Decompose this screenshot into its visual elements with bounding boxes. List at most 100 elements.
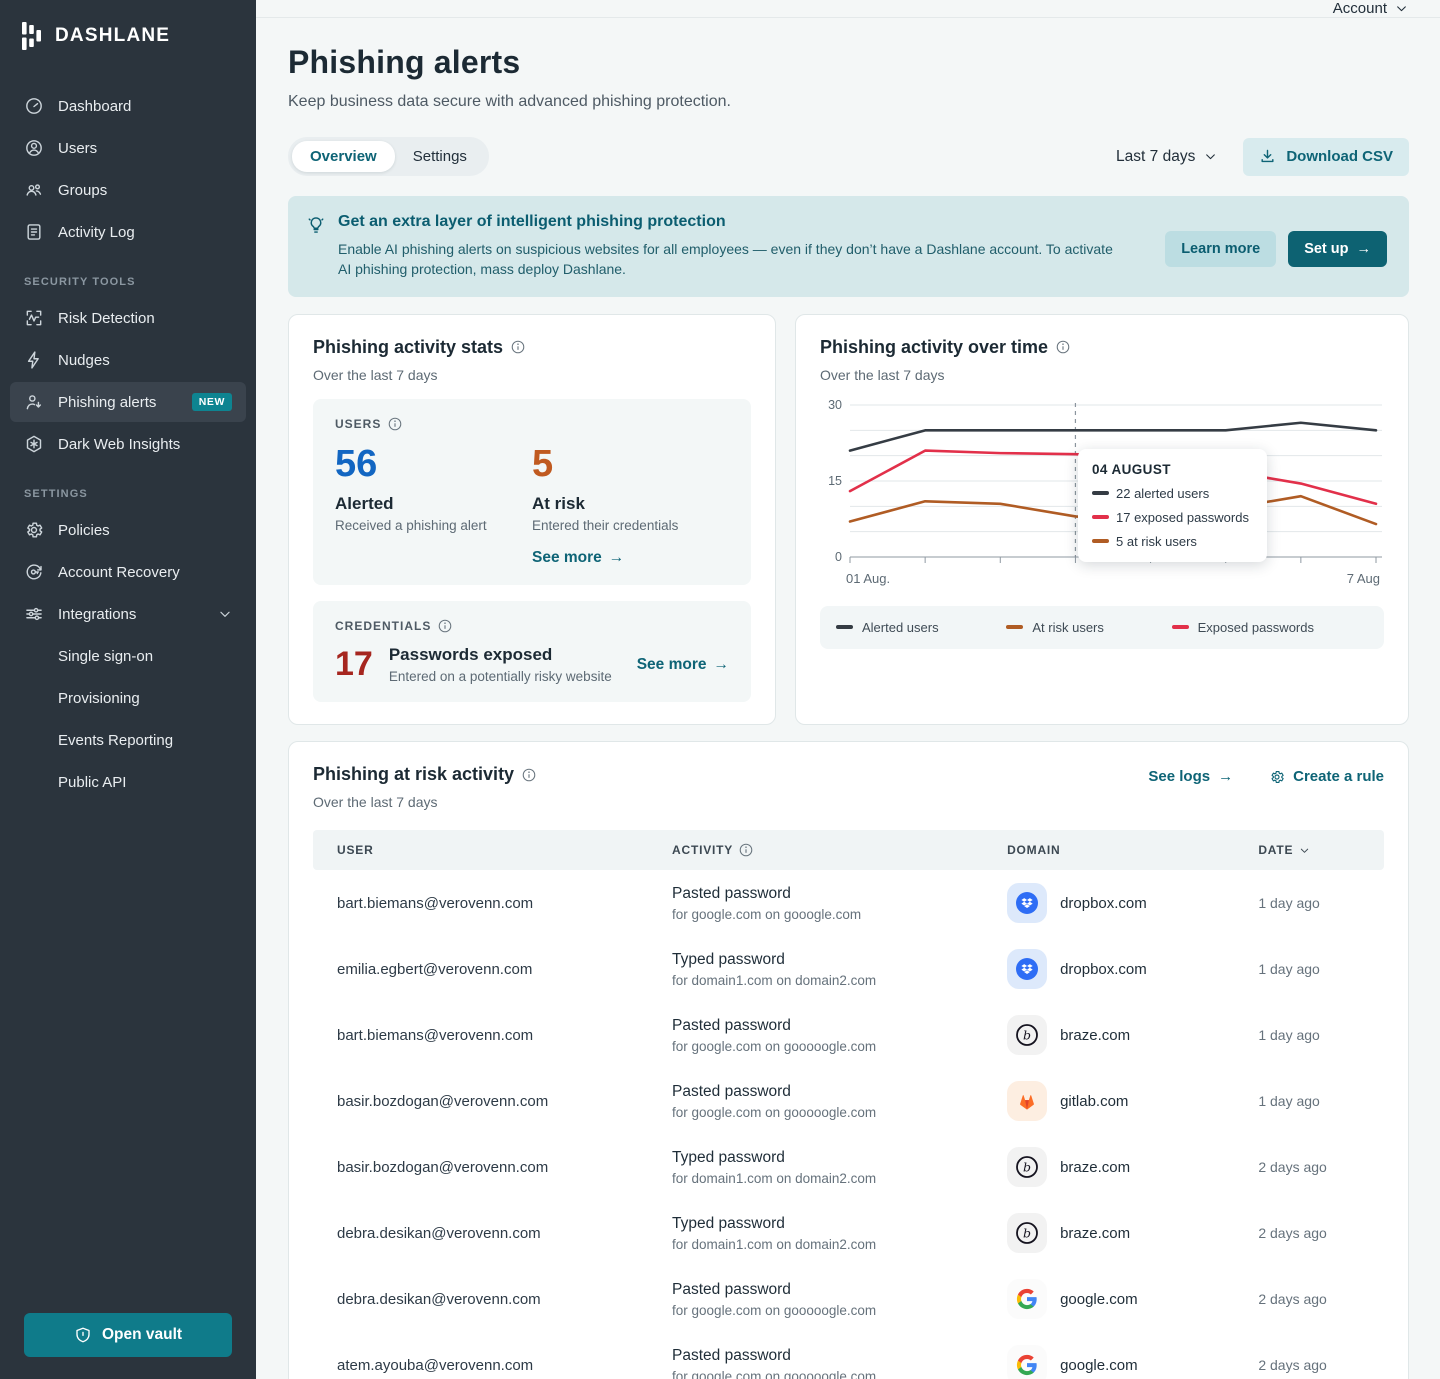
chart-legend: Alerted usersAt risk usersExposed passwo… — [820, 606, 1384, 649]
column-header-domain[interactable]: DOMAIN — [1007, 843, 1258, 857]
domain-name: braze.com — [1060, 1027, 1130, 1044]
table-row[interactable]: debra.desikan@verovenn.comPasted passwor… — [313, 1266, 1384, 1332]
see-more-at-risk-link[interactable]: See more → — [532, 549, 624, 567]
open-vault-label: Open vault — [102, 1326, 182, 1344]
tooltip-entry-text: 22 alerted users — [1116, 486, 1209, 501]
user-email: basir.bozdogan@verovenn.com — [337, 1159, 672, 1176]
tab-overview[interactable]: Overview — [292, 141, 395, 172]
users-stat-box: USERS 56 Alerted Received a phishing ale… — [313, 399, 751, 586]
table-card-period: Over the last 7 days — [313, 794, 536, 810]
activity-detail: for google.com on gooogle.com — [672, 907, 1007, 922]
domain-cell: bbraze.com — [1007, 1213, 1258, 1253]
tab-settings[interactable]: Settings — [395, 141, 485, 172]
create-a-rule-link[interactable]: Create a rule — [1269, 768, 1384, 785]
table-row[interactable]: debra.desikan@verovenn.comTyped password… — [313, 1200, 1384, 1266]
google-icon — [1007, 1345, 1047, 1379]
date-cell: 2 days ago — [1258, 1225, 1384, 1241]
new-badge: NEW — [192, 393, 232, 411]
learn-more-button[interactable]: Learn more — [1165, 231, 1276, 267]
sidebar-item-integrations[interactable]: Integrations — [10, 594, 246, 634]
groups-icon — [24, 180, 44, 200]
sidebar-section-label: SECURITY TOOLS — [0, 254, 256, 296]
phishing-at-risk-activity-card: Phishing at risk activity Over the last … — [288, 741, 1409, 1379]
sidebar-item-label: Events Reporting — [58, 732, 173, 749]
page-subtitle: Keep business data secure with advanced … — [288, 93, 1409, 111]
column-header-activity[interactable]: ACTIVITY — [672, 843, 1007, 857]
activity-cell: Pasted passwordfor google.com on gooooog… — [672, 1017, 1007, 1054]
sidebar-item-account-recovery[interactable]: Account Recovery — [10, 552, 246, 592]
sidebar-item-label: Public API — [58, 774, 126, 791]
account-menu[interactable]: Account — [1333, 0, 1408, 17]
exposed-count: 17 — [335, 645, 373, 684]
stats-card-title: Phishing activity stats — [313, 337, 503, 358]
topbar: Account — [256, 0, 1440, 18]
chart-wrap: 0153001 Aug.7 Aug 04 AUGUST 22 alerted u… — [820, 397, 1384, 594]
set-up-button[interactable]: Set up → — [1288, 231, 1387, 267]
banner-actions: Learn more Set up → — [1165, 231, 1387, 267]
policies-icon — [24, 520, 44, 540]
phishing-activity-stats-card: Phishing activity stats Over the last 7 … — [288, 314, 776, 726]
activity-action: Typed password — [672, 951, 1007, 969]
download-icon — [1259, 148, 1276, 165]
domain-cell: google.com — [1007, 1345, 1258, 1379]
controls-row: Overview Settings Last 7 days Download C… — [288, 137, 1409, 176]
open-vault-button[interactable]: Open vault — [24, 1313, 232, 1357]
sidebar-item-dark-web-insights[interactable]: Dark Web Insights — [10, 424, 246, 464]
svg-text:15: 15 — [828, 474, 842, 488]
sidebar-item-groups[interactable]: Groups — [10, 170, 246, 210]
table-row[interactable]: atem.ayouba@verovenn.comPasted passwordf… — [313, 1332, 1384, 1379]
sidebar-item-dashboard[interactable]: Dashboard — [10, 86, 246, 126]
info-icon[interactable] — [511, 340, 525, 354]
main-area: Account Phishing alerts Keep business da… — [256, 0, 1440, 1379]
table-row[interactable]: bart.biemans@verovenn.comPasted password… — [313, 1002, 1384, 1068]
activity-cell: Pasted passwordfor google.com on gooooog… — [672, 1347, 1007, 1379]
date-cell: 2 days ago — [1258, 1291, 1384, 1307]
info-icon[interactable] — [522, 768, 536, 782]
info-icon[interactable] — [739, 843, 753, 857]
sidebar-item-provisioning[interactable]: Provisioning — [10, 678, 246, 718]
info-icon[interactable] — [438, 619, 452, 633]
braze-icon: b — [1007, 1015, 1047, 1055]
see-more-credentials-link[interactable]: See more → — [637, 656, 729, 674]
date-cell: 2 days ago — [1258, 1357, 1384, 1373]
column-header-user[interactable]: USER — [337, 843, 672, 857]
activity-cell: Pasted passwordfor google.com on gooooog… — [672, 1083, 1007, 1120]
tooltip-entry-text: 17 exposed passwords — [1116, 510, 1249, 525]
table-row[interactable]: emilia.egbert@verovenn.comTyped password… — [313, 936, 1384, 1002]
sidebar-item-policies[interactable]: Policies — [10, 510, 246, 550]
legend-label: At risk users — [1032, 620, 1104, 635]
info-icon[interactable] — [1056, 340, 1070, 354]
table-row[interactable]: basir.bozdogan@verovenn.comPasted passwo… — [313, 1068, 1384, 1134]
series-swatch-icon — [1172, 625, 1189, 630]
column-header-date[interactable]: DATE — [1258, 843, 1384, 857]
table-row[interactable]: bart.biemans@verovenn.comPasted password… — [313, 870, 1384, 936]
sidebar-item-activity-log[interactable]: Activity Log — [10, 212, 246, 252]
date-range-dropdown[interactable]: Last 7 days — [1116, 148, 1217, 166]
table-row[interactable]: basir.bozdogan@verovenn.comTyped passwor… — [313, 1134, 1384, 1200]
user-email: debra.desikan@verovenn.com — [337, 1225, 672, 1242]
user-email: debra.desikan@verovenn.com — [337, 1291, 672, 1308]
arrow-right-icon: → — [1218, 768, 1233, 785]
chevron-down-icon — [1299, 845, 1310, 856]
date-cell: 1 day ago — [1258, 961, 1384, 977]
sidebar-item-users[interactable]: Users — [10, 128, 246, 168]
tabs: Overview Settings — [288, 137, 489, 176]
credentials-stat-box: CREDENTIALS 17 Passwords exposed Entered… — [313, 601, 751, 702]
see-logs-link[interactable]: See logs → — [1148, 768, 1233, 785]
sidebar-item-public-api[interactable]: Public API — [10, 762, 246, 802]
info-icon[interactable] — [388, 417, 402, 431]
sidebar-section-label: SETTINGS — [0, 466, 256, 508]
sidebar-item-nudges[interactable]: Nudges — [10, 340, 246, 380]
stats-card-period: Over the last 7 days — [313, 367, 751, 383]
series-swatch-icon — [1092, 515, 1109, 520]
domain-name: dropbox.com — [1060, 895, 1147, 912]
activity-detail: for google.com on gooooogle.com — [672, 1039, 1007, 1054]
sidebar-item-events-reporting[interactable]: Events Reporting — [10, 720, 246, 760]
dashboard-icon — [24, 96, 44, 116]
domain-cell: google.com — [1007, 1279, 1258, 1319]
sidebar-item-risk-detection[interactable]: Risk Detection — [10, 298, 246, 338]
download-csv-button[interactable]: Download CSV — [1243, 138, 1409, 176]
sidebar-item-single-sign-on[interactable]: Single sign-on — [10, 636, 246, 676]
banner-text: Get an extra layer of intelligent phishi… — [338, 213, 1153, 280]
sidebar-item-phishing-alerts[interactable]: Phishing alertsNEW — [10, 382, 246, 422]
